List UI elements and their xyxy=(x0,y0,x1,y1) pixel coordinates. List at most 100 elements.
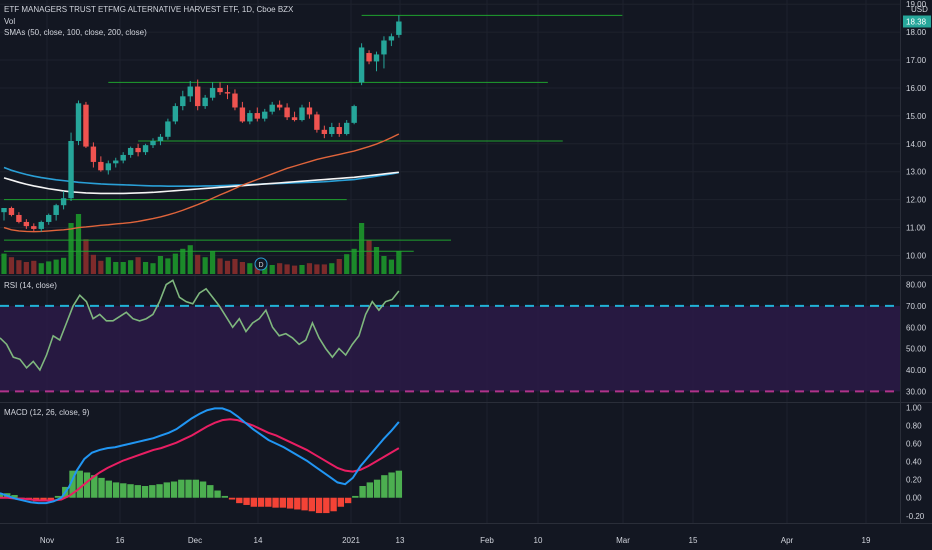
price-tick-label: 16.00 xyxy=(906,84,927,93)
macd-tick-label: 0.80 xyxy=(906,422,922,431)
volume-bar xyxy=(1,253,7,274)
volume-bar xyxy=(172,253,178,274)
candle-body[interactable] xyxy=(180,96,186,107)
macd-line xyxy=(0,407,400,505)
candle-body[interactable] xyxy=(127,147,134,155)
price-pane[interactable]: D xyxy=(1,14,623,274)
candle-body[interactable] xyxy=(329,127,335,135)
candle-body[interactable] xyxy=(53,205,59,215)
volume-bar xyxy=(165,258,171,274)
rsi-pane[interactable] xyxy=(0,279,900,393)
candle-body[interactable] xyxy=(187,86,193,97)
volume-bar xyxy=(277,263,283,274)
candle-body[interactable] xyxy=(1,207,7,213)
volume-bar xyxy=(202,257,208,274)
candle-body[interactable] xyxy=(142,145,149,153)
macd-histogram-bar xyxy=(279,497,287,508)
candle-body[interactable] xyxy=(388,36,395,41)
candle-body[interactable] xyxy=(209,87,216,98)
candle-body[interactable] xyxy=(224,92,231,94)
candle-body[interactable] xyxy=(269,104,275,112)
candle-body[interactable] xyxy=(98,161,104,171)
x-tick-label: 16 xyxy=(116,536,125,545)
macd-histogram-bar xyxy=(127,484,134,498)
candle-body[interactable] xyxy=(276,104,283,108)
candle-body[interactable] xyxy=(366,53,372,62)
volume-bar xyxy=(247,263,253,274)
candle-body[interactable] xyxy=(373,54,380,62)
candle-body[interactable] xyxy=(172,106,179,122)
candle-body[interactable] xyxy=(120,154,126,161)
macd-tick-label: 0.20 xyxy=(906,476,922,485)
volume-bar xyxy=(329,263,335,274)
rsi-tick-label: 60.00 xyxy=(906,323,927,332)
currency-label: USD xyxy=(911,5,928,14)
candle-body[interactable] xyxy=(113,160,119,164)
x-tick-label: 19 xyxy=(862,536,871,545)
candle-body[interactable] xyxy=(23,221,30,227)
candle-body[interactable] xyxy=(90,146,97,162)
volume-bar xyxy=(224,260,231,274)
candle-body[interactable] xyxy=(396,21,402,35)
rsi-line xyxy=(0,279,400,372)
candle-body[interactable] xyxy=(306,107,313,115)
price-tick-label: 10.00 xyxy=(906,251,927,260)
candle-body[interactable] xyxy=(16,214,22,222)
volume-bar xyxy=(210,251,216,274)
volume-bar xyxy=(68,223,74,274)
candle-body[interactable] xyxy=(38,221,44,229)
candle-body[interactable] xyxy=(60,198,67,206)
candle-body[interactable] xyxy=(68,140,74,199)
candle-body[interactable] xyxy=(75,103,82,141)
macd-histogram-bar xyxy=(286,497,294,509)
candle-body[interactable] xyxy=(202,97,208,107)
candle-body[interactable] xyxy=(336,127,342,135)
price-tick-label: 17.00 xyxy=(906,56,927,65)
macd-histogram-bar xyxy=(388,472,395,498)
candle-body[interactable] xyxy=(351,106,357,123)
candle-body[interactable] xyxy=(195,86,201,107)
macd-pane[interactable] xyxy=(0,407,403,514)
volume-bar xyxy=(75,214,82,274)
candle-body[interactable] xyxy=(8,207,15,215)
candle-body[interactable] xyxy=(247,113,253,122)
macd-histogram-bar xyxy=(199,481,207,498)
macd-histogram-bar xyxy=(373,479,381,498)
candle-body[interactable] xyxy=(105,163,111,171)
candle-body[interactable] xyxy=(262,111,268,119)
candle-body[interactable] xyxy=(232,93,238,108)
candle-body[interactable] xyxy=(83,104,89,147)
candle-body[interactable] xyxy=(31,226,37,229)
candle-body[interactable] xyxy=(217,87,223,93)
candle-body[interactable] xyxy=(157,136,164,141)
macd-histogram-bar xyxy=(134,485,141,498)
macd-histogram-bar xyxy=(214,490,221,498)
macd-histogram-bar xyxy=(272,497,279,508)
candle-body[interactable] xyxy=(314,114,320,130)
macd-histogram-bar xyxy=(91,475,98,498)
candle-body[interactable] xyxy=(254,113,260,119)
volume-bar xyxy=(135,257,141,274)
candle-body[interactable] xyxy=(344,122,350,135)
candle-body[interactable] xyxy=(358,47,365,83)
macd-histogram-bar xyxy=(243,497,250,505)
candle-body[interactable] xyxy=(381,40,387,55)
macd-tick-label: -0.20 xyxy=(906,512,925,521)
candle-body[interactable] xyxy=(165,121,171,137)
candle-body[interactable] xyxy=(239,107,246,122)
macd-tick-label: 0.40 xyxy=(906,458,922,467)
candle-body[interactable] xyxy=(299,107,305,121)
volume-bar xyxy=(83,239,89,274)
macd-histogram-bar xyxy=(381,475,388,498)
candle-body[interactable] xyxy=(135,147,141,153)
dividend-marker-icon[interactable] xyxy=(254,257,268,271)
candle-body[interactable] xyxy=(46,214,52,222)
candle-body[interactable] xyxy=(284,107,290,118)
dividend-marker-label: D xyxy=(258,262,263,269)
candle-body[interactable] xyxy=(321,129,328,135)
x-tick-label: Feb xyxy=(480,536,494,545)
candle-body[interactable] xyxy=(291,117,298,121)
macd-histogram-bar xyxy=(185,479,192,498)
candle-body[interactable] xyxy=(150,140,156,146)
